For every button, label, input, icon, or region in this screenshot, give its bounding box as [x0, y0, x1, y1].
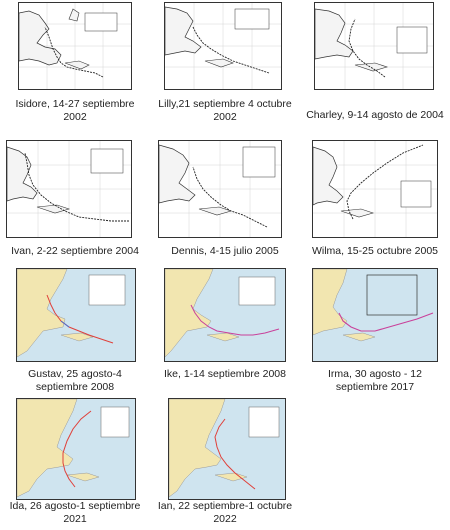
caption-line2: septiembre 2017	[335, 381, 415, 393]
map-cell-wilma: Wilma, 15-25 octubre 2005	[300, 134, 450, 264]
map-cell-ida: Ida, 26 agosto-1 septiembre 2021	[0, 396, 150, 530]
track-map-lilly	[164, 2, 282, 90]
track-map-ike	[164, 268, 286, 362]
map-cell-irma: Irma, 30 agosto - 12 septiembre 2017	[300, 266, 450, 396]
track-map-gustav	[16, 268, 136, 362]
caption-line1: Ida, 26 agosto-1 septiembre	[9, 500, 141, 512]
map-cell-lilly: Lilly,21 septiembre 4 octubre 2002	[150, 0, 300, 130]
caption-line1: Charley, 9-14 agosto de 2004	[306, 109, 444, 121]
caption-line1: Dennis, 4-15 julio 2005	[171, 245, 279, 257]
caption-line2: 2022	[213, 513, 237, 525]
map-cell-ian: Ian, 22 septiembre-1 octubre 2022	[150, 396, 300, 530]
caption-line1: Ian, 22 septiembre-1 octubre	[157, 500, 293, 512]
track-map-gustav-graphic	[17, 269, 135, 361]
track-map-wilma	[312, 140, 438, 238]
caption-lilly: Lilly,21 septiembre 4 octubre 2002	[150, 98, 300, 124]
caption-ivan: Ivan, 2-22 septiembre 2004	[0, 245, 150, 258]
caption-line2: septiembre 2008	[35, 381, 115, 393]
caption-line1: Irma, 30 agosto - 12	[328, 368, 422, 380]
caption-line1: Ivan, 2-22 septiembre 2004	[11, 245, 139, 257]
track-map-dennis-graphic	[159, 141, 281, 237]
caption-line1: Isidore, 14-27 septiembre	[15, 98, 135, 110]
track-map-ian	[168, 398, 286, 500]
track-map-ike-graphic	[165, 269, 285, 361]
map-cell-ivan: Ivan, 2-22 septiembre 2004	[0, 134, 150, 264]
caption-isidore: Isidore, 14-27 septiembre 2002	[0, 98, 150, 124]
track-map-isidore-graphic	[19, 3, 131, 89]
caption-line2: 2002	[63, 111, 87, 123]
track-map-ida-graphic	[17, 399, 135, 499]
map-cell-isidore: Isidore, 14-27 septiembre 2002	[0, 0, 150, 130]
track-map-irma-graphic	[313, 269, 437, 361]
caption-gustav: Gustav, 25 agosto-4 septiembre 2008	[0, 368, 150, 394]
caption-line1: Gustav, 25 agosto-4	[28, 368, 122, 380]
map-cell-ike: Ike, 1-14 septiembre 2008	[150, 266, 300, 396]
map-cell-charley: Charley, 9-14 agosto de 2004	[300, 0, 450, 130]
track-map-ivan	[6, 140, 132, 238]
track-map-wilma-graphic	[313, 141, 437, 237]
map-cell-dennis: Dennis, 4-15 julio 2005	[150, 134, 300, 264]
caption-line1: Ike, 1-14 septiembre 2008	[164, 368, 286, 380]
track-map-isidore	[18, 2, 132, 90]
track-map-ida	[16, 398, 136, 500]
map-cell-gustav: Gustav, 25 agosto-4 septiembre 2008	[0, 266, 150, 396]
caption-irma: Irma, 30 agosto - 12 septiembre 2017	[300, 368, 450, 394]
track-map-irma	[312, 268, 438, 362]
caption-ida: Ida, 26 agosto-1 septiembre 2021	[0, 500, 150, 526]
caption-ian: Ian, 22 septiembre-1 octubre 2022	[150, 500, 300, 526]
caption-line1: Lilly,21 septiembre 4 octubre	[158, 98, 292, 110]
track-map-charley	[314, 2, 434, 90]
caption-line2: 2002	[213, 111, 237, 123]
caption-line2: 2021	[63, 513, 87, 525]
caption-wilma: Wilma, 15-25 octubre 2005	[300, 245, 450, 258]
caption-dennis: Dennis, 4-15 julio 2005	[150, 245, 300, 258]
caption-line1: Wilma, 15-25 octubre 2005	[311, 245, 439, 257]
caption-ike: Ike, 1-14 septiembre 2008	[150, 368, 300, 381]
caption-charley: Charley, 9-14 agosto de 2004	[300, 109, 450, 122]
track-map-ian-graphic	[169, 399, 285, 499]
track-map-charley-graphic	[315, 3, 433, 89]
track-map-lilly-graphic	[165, 3, 281, 89]
track-map-ivan-graphic	[7, 141, 131, 237]
track-map-dennis	[158, 140, 282, 238]
